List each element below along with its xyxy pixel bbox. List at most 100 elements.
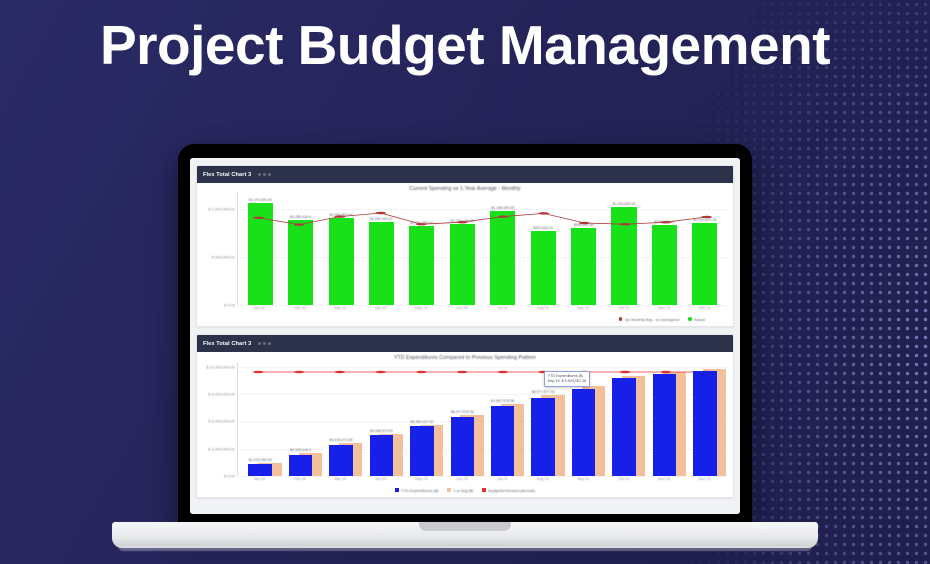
legend-swatch-icon bbox=[447, 488, 451, 492]
x-tick-label: Jul-19 bbox=[497, 306, 508, 310]
bar-group[interactable]: $7,657,576.58 bbox=[483, 362, 525, 476]
x-tick-label: Sep-19 bbox=[577, 477, 590, 481]
bar-group[interactable]: $1,020,879.18 bbox=[685, 193, 725, 305]
bar-group[interactable] bbox=[644, 362, 686, 476]
bar-value-label: $958,490.56 bbox=[573, 223, 594, 228]
bar-value-label: $1,092,853.44 bbox=[329, 212, 353, 217]
bar-group[interactable] bbox=[563, 362, 606, 476]
bar-group[interactable] bbox=[685, 362, 727, 476]
bar-group[interactable]: $1,230,000.00 bbox=[604, 193, 644, 305]
bar-group[interactable]: $1,000,554.41 bbox=[402, 193, 442, 305]
bar-group[interactable] bbox=[604, 362, 646, 476]
bar-actual bbox=[571, 228, 597, 305]
legend-label: 1yr Monthly Avg - ex overspend bbox=[624, 316, 680, 322]
bar-actual bbox=[329, 444, 353, 476]
bar-value-label: $1,270,000.00 bbox=[248, 458, 272, 463]
bar-group[interactable]: $1,270,000.00 bbox=[240, 362, 282, 476]
legend-label: 1 yr Avg ($) bbox=[453, 487, 474, 493]
bar-value-label: $1,000,554.41 bbox=[410, 220, 434, 225]
legend-swatch-icon bbox=[688, 317, 692, 321]
bar-group[interactable]: $1,040,301.67 bbox=[361, 193, 401, 305]
y-tick-label: $ 0.00 bbox=[223, 302, 235, 308]
bar-actual bbox=[531, 397, 555, 476]
chart-2-legend[interactable]: YTD Expenditures ($) 1 yr Avg ($) Budgeted… bbox=[203, 485, 727, 495]
bar-value-label: $1,020,879.18 bbox=[693, 218, 717, 223]
laptop-trackpad-notch bbox=[419, 522, 511, 531]
legend-item[interactable]: Actual bbox=[688, 317, 705, 322]
legend-swatch-icon bbox=[395, 488, 399, 492]
bar-value-label: $1,180,000.00 bbox=[491, 205, 515, 210]
chart-1-legend[interactable]: 1yr Monthly Avg - ex overspend Actual bbox=[203, 314, 727, 324]
tooltip-line-2: Sep-19: $ 9,529,057.28 bbox=[547, 379, 587, 384]
bar-group[interactable]: $1,092,853.44 bbox=[321, 193, 361, 305]
x-tick-label: Feb-19 bbox=[293, 306, 306, 310]
laptop-base bbox=[112, 522, 818, 548]
x-tick-label: Jan-19 bbox=[253, 306, 266, 310]
chart-card-2: Flex Total Chart 3 YTD Expenditures Comp… bbox=[196, 334, 734, 498]
bar-group[interactable]: $8,577,577.00 bbox=[523, 362, 565, 476]
x-tick-label: Aug-19 bbox=[536, 477, 549, 481]
tooltip-line-1: YTD Expenditures ($) bbox=[547, 374, 584, 379]
bar-group[interactable]: $1,270,000.00 bbox=[240, 193, 280, 305]
chart-1-plot-area: $ 1,200,000.00 $ 600,000.00 $ 0.00 $1,270,… bbox=[203, 193, 727, 308]
chart-1-plot[interactable]: $1,270,000.00 $1,055,418.4 $1,092,853.44 $1… bbox=[237, 193, 727, 306]
x-tick-label: Apr-19 bbox=[375, 477, 387, 481]
x-tick-label: Jul-19 bbox=[497, 477, 508, 481]
legend-item[interactable]: 1 yr Avg ($) bbox=[447, 488, 473, 493]
bar-value-label: $4,458,573.51 bbox=[369, 428, 393, 433]
x-tick-label: Aug-19 bbox=[536, 306, 549, 310]
bar-value-label: $3,418,271.84 bbox=[329, 438, 353, 443]
bar-actual bbox=[328, 217, 354, 305]
x-tick-label: Jan-19 bbox=[253, 477, 266, 481]
bar-actual bbox=[450, 417, 475, 476]
bar-group[interactable]: $2,325,418.4 bbox=[280, 362, 323, 476]
chart-card-2-header: Flex Total Chart 3 bbox=[197, 335, 733, 352]
x-tick-label: Nov-19 bbox=[658, 477, 671, 481]
bar-actual bbox=[491, 406, 515, 476]
chart-card-2-body: YTD Expenditures Compared to Previous Sp… bbox=[197, 352, 733, 497]
legend-item[interactable]: Budgeted Amount (Annual) bbox=[482, 488, 535, 493]
ellipsis-icon[interactable] bbox=[258, 173, 272, 176]
bar-actual bbox=[409, 225, 435, 305]
bar-value-label: $5,459,127.92 bbox=[410, 419, 434, 424]
legend-swatch-icon bbox=[618, 317, 623, 321]
ellipsis-icon[interactable] bbox=[258, 342, 272, 345]
x-tick-label: May-19 bbox=[414, 477, 428, 481]
laptop-lid: Flex Total Chart 3 Current Spending vs 1… bbox=[178, 144, 752, 526]
bar-group[interactable]: $920,000.41 bbox=[523, 193, 563, 305]
chart-2-title: YTD Expenditures Compared to Previous Sp… bbox=[393, 355, 537, 361]
chart-2-x-axis: Jan-19 Feb-19 Mar-19 Apr-19 May-19 Jun-19 Jul-… bbox=[237, 476, 727, 485]
bar-group[interactable]: $5,459,127.92 bbox=[402, 362, 444, 476]
bar-group[interactable]: $958,490.56 bbox=[563, 193, 603, 305]
chart-2-tooltip: YTD Expenditures ($) Sep-19: $ 9,529,057… bbox=[543, 371, 591, 388]
bar-group[interactable]: $1,055,418.4 bbox=[280, 193, 320, 305]
bar-group[interactable]: $3,418,271.84 bbox=[321, 362, 363, 476]
chart-2-plot[interactable]: $1,270,000.00 $2,325,418.4 $3,418,271.84 $4… bbox=[237, 362, 727, 477]
legend-label: Budgeted Amount (Annual) bbox=[488, 487, 535, 493]
y-tick-label: $ 600,000.00 bbox=[211, 254, 235, 260]
bar-actual bbox=[530, 231, 556, 305]
bar-actual bbox=[449, 224, 475, 305]
bar-group[interactable]: $995,127.42 bbox=[644, 193, 684, 305]
bar-group[interactable]: $1,180,000.00 bbox=[483, 193, 523, 305]
bar-group[interactable]: $6,477,576.58 bbox=[442, 362, 484, 476]
chart-1-y-axis: $ 1,200,000.00 $ 600,000.00 $ 0.00 bbox=[203, 193, 237, 308]
legend-item[interactable]: YTD Expenditures ($) bbox=[395, 488, 438, 493]
y-tick-label: $ 9,000,000.00 bbox=[208, 391, 235, 397]
laptop-screen: Flex Total Chart 3 Current Spending vs 1… bbox=[190, 158, 740, 514]
bar-group[interactable]: $4,458,573.51 bbox=[361, 362, 403, 476]
legend-label: Actual bbox=[694, 316, 705, 322]
gridline bbox=[238, 209, 727, 210]
bar-group[interactable]: $1,018,448.66 bbox=[442, 193, 482, 305]
x-tick-label: Jun-19 bbox=[455, 306, 468, 310]
bar-value-label: $2,325,418.4 bbox=[290, 448, 312, 453]
x-tick-label: May-19 bbox=[414, 306, 428, 310]
legend-item[interactable]: 1yr Monthly Avg - ex overspend bbox=[618, 316, 680, 322]
chart-1-title: Current Spending vs 1-Year Average - Mon… bbox=[409, 186, 521, 192]
y-tick-label: $ 1,200,000.00 bbox=[208, 206, 235, 212]
x-tick-label: Feb-19 bbox=[293, 477, 306, 481]
bar-value-label: $7,657,576.58 bbox=[491, 399, 515, 404]
bar-actual bbox=[247, 203, 273, 305]
bar-value-label: $1,230,000.00 bbox=[612, 201, 636, 206]
